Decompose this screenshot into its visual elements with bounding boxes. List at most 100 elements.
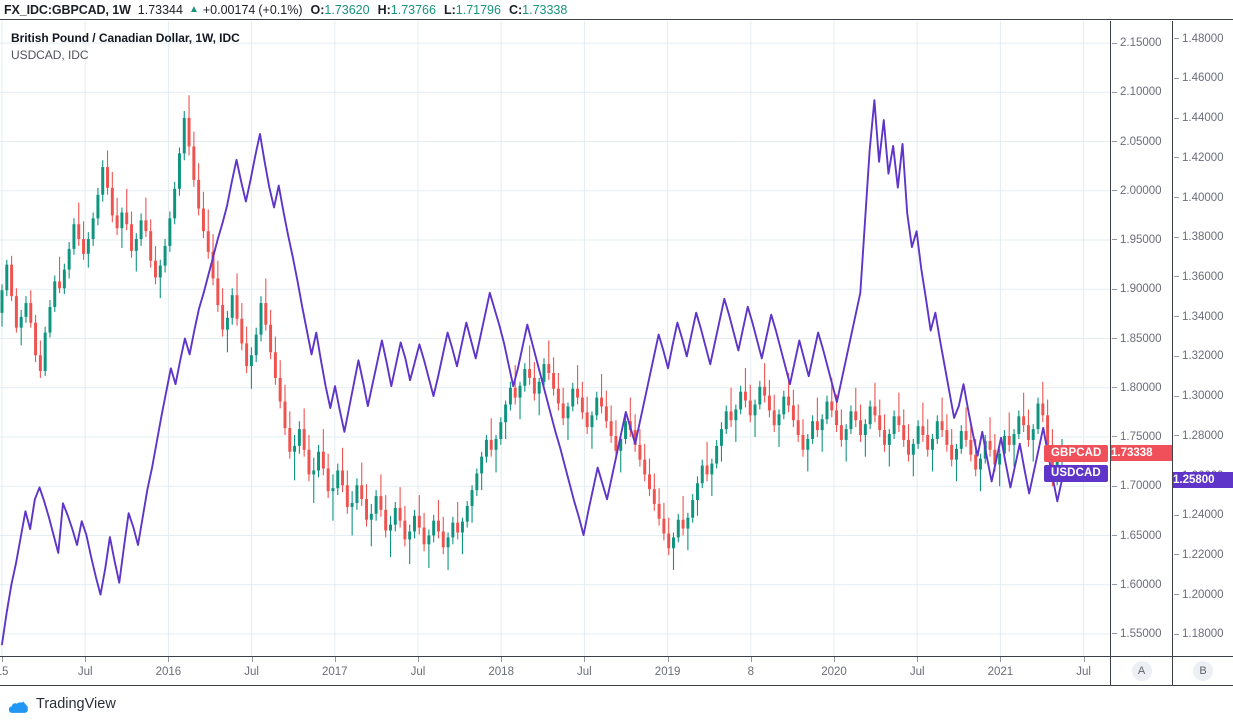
price-tick-label: 1.36000 <box>1182 270 1224 283</box>
price-tick: 1.75000 <box>1111 431 1172 443</box>
axis-toggle-a-label[interactable]: A <box>1131 661 1152 681</box>
price-tick: 1.40000 <box>1173 192 1233 204</box>
price-tick-label: 1.46000 <box>1182 72 1224 85</box>
price-tick: 2.15000 <box>1111 37 1172 49</box>
brand-bar[interactable]: TradingView <box>0 686 1233 722</box>
symbol-label[interactable]: FX_IDC:GBPCAD, 1W <box>4 2 131 17</box>
price-tick-label: 1.30000 <box>1182 390 1224 403</box>
ohlc-close-value: 1.73338 <box>522 2 568 17</box>
tick-dash-icon <box>1174 514 1179 516</box>
tick-dash-icon <box>1112 387 1117 389</box>
price-tick-label: 1.85000 <box>1120 332 1162 345</box>
price-tick-label: 1.24000 <box>1182 509 1224 522</box>
price-tick-label: 1.65000 <box>1120 529 1162 542</box>
tick-dash-icon <box>1174 38 1179 40</box>
price-tick: 1.24000 <box>1173 509 1233 521</box>
price-tick: 1.60000 <box>1111 579 1172 591</box>
ohlc-open-value: 1.73620 <box>324 2 370 17</box>
quote-header: FX_IDC:GBPCAD, 1W 1.73344 ▲ +0.00174 (+0… <box>0 0 1233 20</box>
legend-usdcad-label[interactable]: USDCAD <box>1044 464 1108 482</box>
tick-dash-icon <box>1112 633 1117 635</box>
price-tick: 1.90000 <box>1111 283 1172 295</box>
ohlc-high-label: H: <box>377 2 391 17</box>
price-tick: 1.18000 <box>1173 628 1233 640</box>
price-tick: 1.32000 <box>1173 350 1233 362</box>
time-axis[interactable]: 15 Jul 2016 Jul 2017 Jul 2018 Jul 2019 8 2020 Jul 20… <box>0 656 1110 686</box>
price-tick: 2.00000 <box>1111 185 1172 197</box>
time-tick-mark <box>750 657 752 662</box>
price-tick: 1.55000 <box>1111 628 1172 640</box>
price-tick: 1.30000 <box>1173 390 1233 402</box>
price-tick: 1.85000 <box>1111 333 1172 345</box>
ohlc-high: H:1.73766 <box>378 3 436 17</box>
chart-canvas <box>0 21 1110 656</box>
tick-dash-icon <box>1112 140 1117 142</box>
price-tick-label: 1.80000 <box>1120 381 1162 394</box>
tick-dash-icon <box>1174 236 1179 238</box>
price-tick-label: 1.38000 <box>1182 231 1224 244</box>
legend-usdcad[interactable]: USDCAD <box>1044 463 1108 482</box>
price-tick-label: 1.44000 <box>1182 112 1224 125</box>
price-tick: 2.10000 <box>1111 86 1172 98</box>
price-tick: 1.34000 <box>1173 311 1233 323</box>
time-tick-mark <box>251 657 253 662</box>
tick-dash-icon <box>1174 633 1179 635</box>
legend-gbpcad-label[interactable]: GBPCAD <box>1044 444 1109 462</box>
price-tick-label: 1.55000 <box>1120 627 1162 640</box>
axis-toggle-b[interactable]: B <box>1172 656 1233 686</box>
last-price: 1.73344 <box>137 2 183 17</box>
price-tick-label: 1.34000 <box>1182 310 1224 323</box>
price-tick: 1.42000 <box>1173 152 1233 164</box>
time-tick-mark <box>418 657 419 662</box>
tick-dash-icon <box>1174 395 1179 397</box>
price-tick: 1.36000 <box>1173 271 1233 283</box>
price-tick-label: 1.90000 <box>1120 283 1162 296</box>
tick-dash-icon <box>1112 190 1117 192</box>
tick-dash-icon <box>1112 239 1117 241</box>
price-change-percent: (+0.1%) <box>258 2 303 17</box>
tick-dash-icon <box>1174 77 1179 79</box>
time-tick-label: 2021 <box>987 666 1014 678</box>
time-tick-mark <box>85 657 87 662</box>
price-tick: 1.38000 <box>1173 231 1233 243</box>
axis-toggle-a[interactable]: A <box>1110 656 1172 686</box>
time-tick-label: 2018 <box>488 666 514 678</box>
price-tick: 1.70000 <box>1111 480 1172 492</box>
tick-dash-icon <box>1174 355 1179 357</box>
tick-dash-icon <box>1174 316 1179 318</box>
price-tick-label: 1.22000 <box>1182 548 1224 561</box>
price-tick: 1.28000 <box>1173 430 1233 442</box>
price-tick-label: 1.28000 <box>1182 429 1224 442</box>
tick-dash-icon <box>1174 117 1179 119</box>
axis-toggle-b-label[interactable]: B <box>1193 661 1213 681</box>
price-axis-usdcad[interactable]: 1.48000 1.46000 1.44000 1.42000 1.40000 1.380… <box>1172 21 1233 656</box>
legend-gbpcad[interactable]: GBPCAD <box>1044 443 1109 462</box>
time-tick-label: 2017 <box>322 666 348 678</box>
tick-dash-icon <box>1112 436 1117 438</box>
time-tick-label: Jul <box>77 666 93 678</box>
tick-dash-icon <box>1174 276 1179 278</box>
tick-dash-icon <box>1112 534 1117 536</box>
time-tick-mark <box>584 657 586 662</box>
price-tick-label: 2.00000 <box>1120 184 1162 197</box>
price-tick-label: 1.42000 <box>1182 151 1224 164</box>
price-change: +0.00174 <box>202 2 256 17</box>
ohlc-low-value: 1.71796 <box>455 2 501 17</box>
brand-name: TradingView <box>36 696 116 712</box>
price-tick-label: 1.48000 <box>1182 32 1224 45</box>
tick-dash-icon <box>1112 288 1117 290</box>
current-price-tag: 1.73338 <box>1111 445 1172 462</box>
ohlc-low-label: L: <box>443 2 456 17</box>
time-tick-label: 8 <box>747 666 754 678</box>
price-tick: 1.95000 <box>1111 234 1172 246</box>
price-tick-label: 2.05000 <box>1120 135 1162 148</box>
price-tick: 1.80000 <box>1111 382 1172 394</box>
price-axis-gbpcad[interactable]: 2.15000 2.10000 2.05000 2.00000 1.95000 1.900… <box>1110 21 1172 656</box>
ohlc-low: L:1.71796 <box>444 3 501 17</box>
time-tick-label: Jul <box>244 666 259 678</box>
chart-plot-area[interactable]: British Pound / Canadian Dollar, 1W, IDC… <box>0 21 1110 656</box>
current-price-value: 1.25800 <box>1173 473 1215 486</box>
price-tick: 1.46000 <box>1173 72 1233 84</box>
time-tick-label: 2019 <box>654 666 681 678</box>
